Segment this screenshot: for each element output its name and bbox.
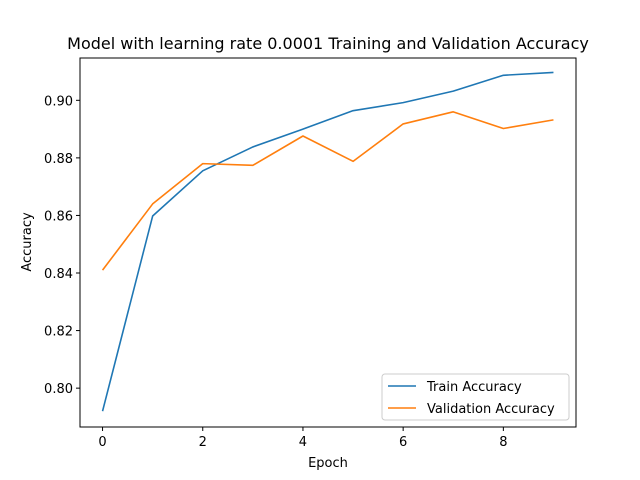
axes-frame bbox=[79, 57, 577, 428]
y-tick-label: 0.84 bbox=[44, 267, 73, 282]
y-tick-label: 0.86 bbox=[44, 209, 73, 224]
x-tick-label: 6 bbox=[399, 435, 407, 450]
legend-label: Validation Accuracy bbox=[427, 402, 555, 417]
legend-box bbox=[381, 373, 570, 421]
y-tick-label: 0.80 bbox=[44, 382, 73, 397]
y-tick-label: 0.90 bbox=[44, 94, 73, 109]
y-axis-label: Accuracy bbox=[20, 212, 35, 272]
x-tick-label: 2 bbox=[199, 435, 207, 450]
x-axis-label: Epoch bbox=[308, 456, 348, 471]
x-tick-label: 4 bbox=[299, 435, 307, 450]
chart-title: Model with learning rate 0.0001 Training… bbox=[67, 34, 589, 53]
series-line-1 bbox=[101, 111, 554, 271]
legend-label: Train Accuracy bbox=[426, 380, 522, 395]
legend: Train Accuracy Validation Accuracy bbox=[381, 373, 570, 421]
y-tick-label: 0.88 bbox=[44, 152, 73, 167]
x-tick-label: 8 bbox=[499, 435, 507, 450]
x-axis-ticks: 0 2 4 6 8 bbox=[98, 427, 507, 450]
series-lines bbox=[101, 71, 554, 412]
series-line-0 bbox=[101, 71, 554, 412]
y-axis-ticks: 0.80 0.82 0.84 0.86 0.88 0.90 bbox=[44, 94, 80, 397]
y-tick-label: 0.82 bbox=[44, 325, 73, 340]
x-tick-label: 0 bbox=[98, 435, 106, 450]
